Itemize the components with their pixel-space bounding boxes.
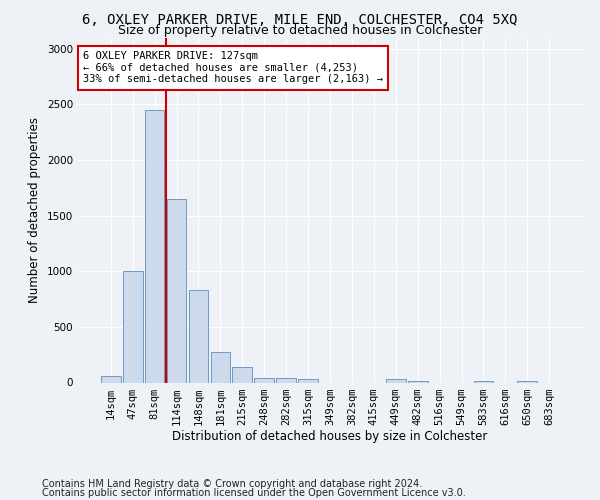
Bar [188, 290, 208, 382]
Text: 6 OXLEY PARKER DRIVE: 127sqm
← 66% of detached houses are smaller (4,253)
33% of: 6 OXLEY PARKER DRIVE: 127sqm ← 66% of de… [83, 52, 383, 84]
Bar [123, 271, 143, 382]
Bar [298, 379, 318, 382]
Bar [167, 199, 187, 382]
Y-axis label: Number of detached properties: Number of detached properties [28, 117, 41, 303]
Bar [145, 110, 164, 382]
Bar [473, 381, 493, 382]
X-axis label: Distribution of detached houses by size in Colchester: Distribution of detached houses by size … [172, 430, 488, 444]
Text: Size of property relative to detached houses in Colchester: Size of property relative to detached ho… [118, 24, 482, 37]
Bar [408, 381, 428, 382]
Bar [386, 379, 406, 382]
Text: Contains public sector information licensed under the Open Government Licence v3: Contains public sector information licen… [42, 488, 466, 498]
Bar [101, 376, 121, 382]
Bar [276, 378, 296, 382]
Bar [211, 352, 230, 382]
Bar [232, 367, 252, 382]
Bar [517, 381, 537, 382]
Text: Contains HM Land Registry data © Crown copyright and database right 2024.: Contains HM Land Registry data © Crown c… [42, 479, 422, 489]
Text: 6, OXLEY PARKER DRIVE, MILE END, COLCHESTER, CO4 5XQ: 6, OXLEY PARKER DRIVE, MILE END, COLCHES… [82, 12, 518, 26]
Bar [254, 378, 274, 382]
